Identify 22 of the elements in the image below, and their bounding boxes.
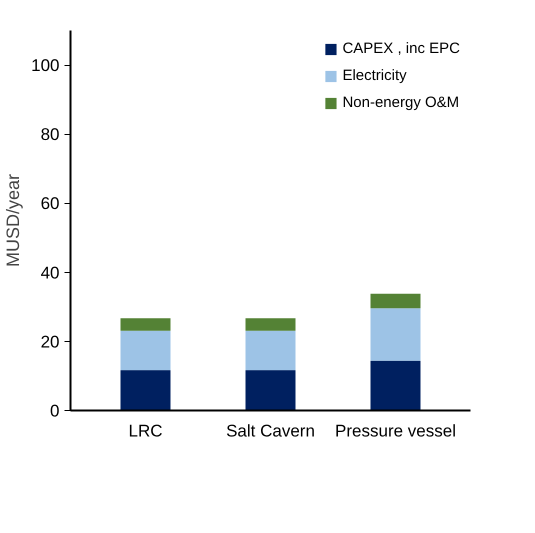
- bar: [246, 318, 296, 331]
- legend-label: Electricity: [342, 67, 407, 84]
- bar: [370, 308, 420, 361]
- x-tick-label: LRC: [128, 422, 163, 440]
- legend-label: Non-energy O&M: [342, 94, 460, 111]
- y-tick-label: 40: [40, 263, 60, 282]
- bar: [120, 370, 170, 410]
- y-tick-label: 60: [40, 194, 60, 214]
- y-tick-label: 80: [40, 125, 60, 144]
- y-tick-label: 20: [40, 332, 60, 352]
- x-tick-label: Pressure vessel: [335, 422, 456, 440]
- bar: [246, 370, 296, 410]
- bar: [370, 294, 420, 308]
- legend-label: CAPEX , inc EPC: [342, 40, 460, 57]
- y-tick-label: 0: [50, 402, 60, 420]
- y-tick-label: 100: [31, 56, 60, 76]
- bar: [370, 360, 420, 410]
- bar: [120, 330, 170, 370]
- x-tick-label: Salt Cavern: [226, 422, 315, 440]
- bar: [120, 318, 170, 331]
- y-axis-title: MUSD/year: [3, 174, 24, 268]
- bar: [246, 330, 296, 370]
